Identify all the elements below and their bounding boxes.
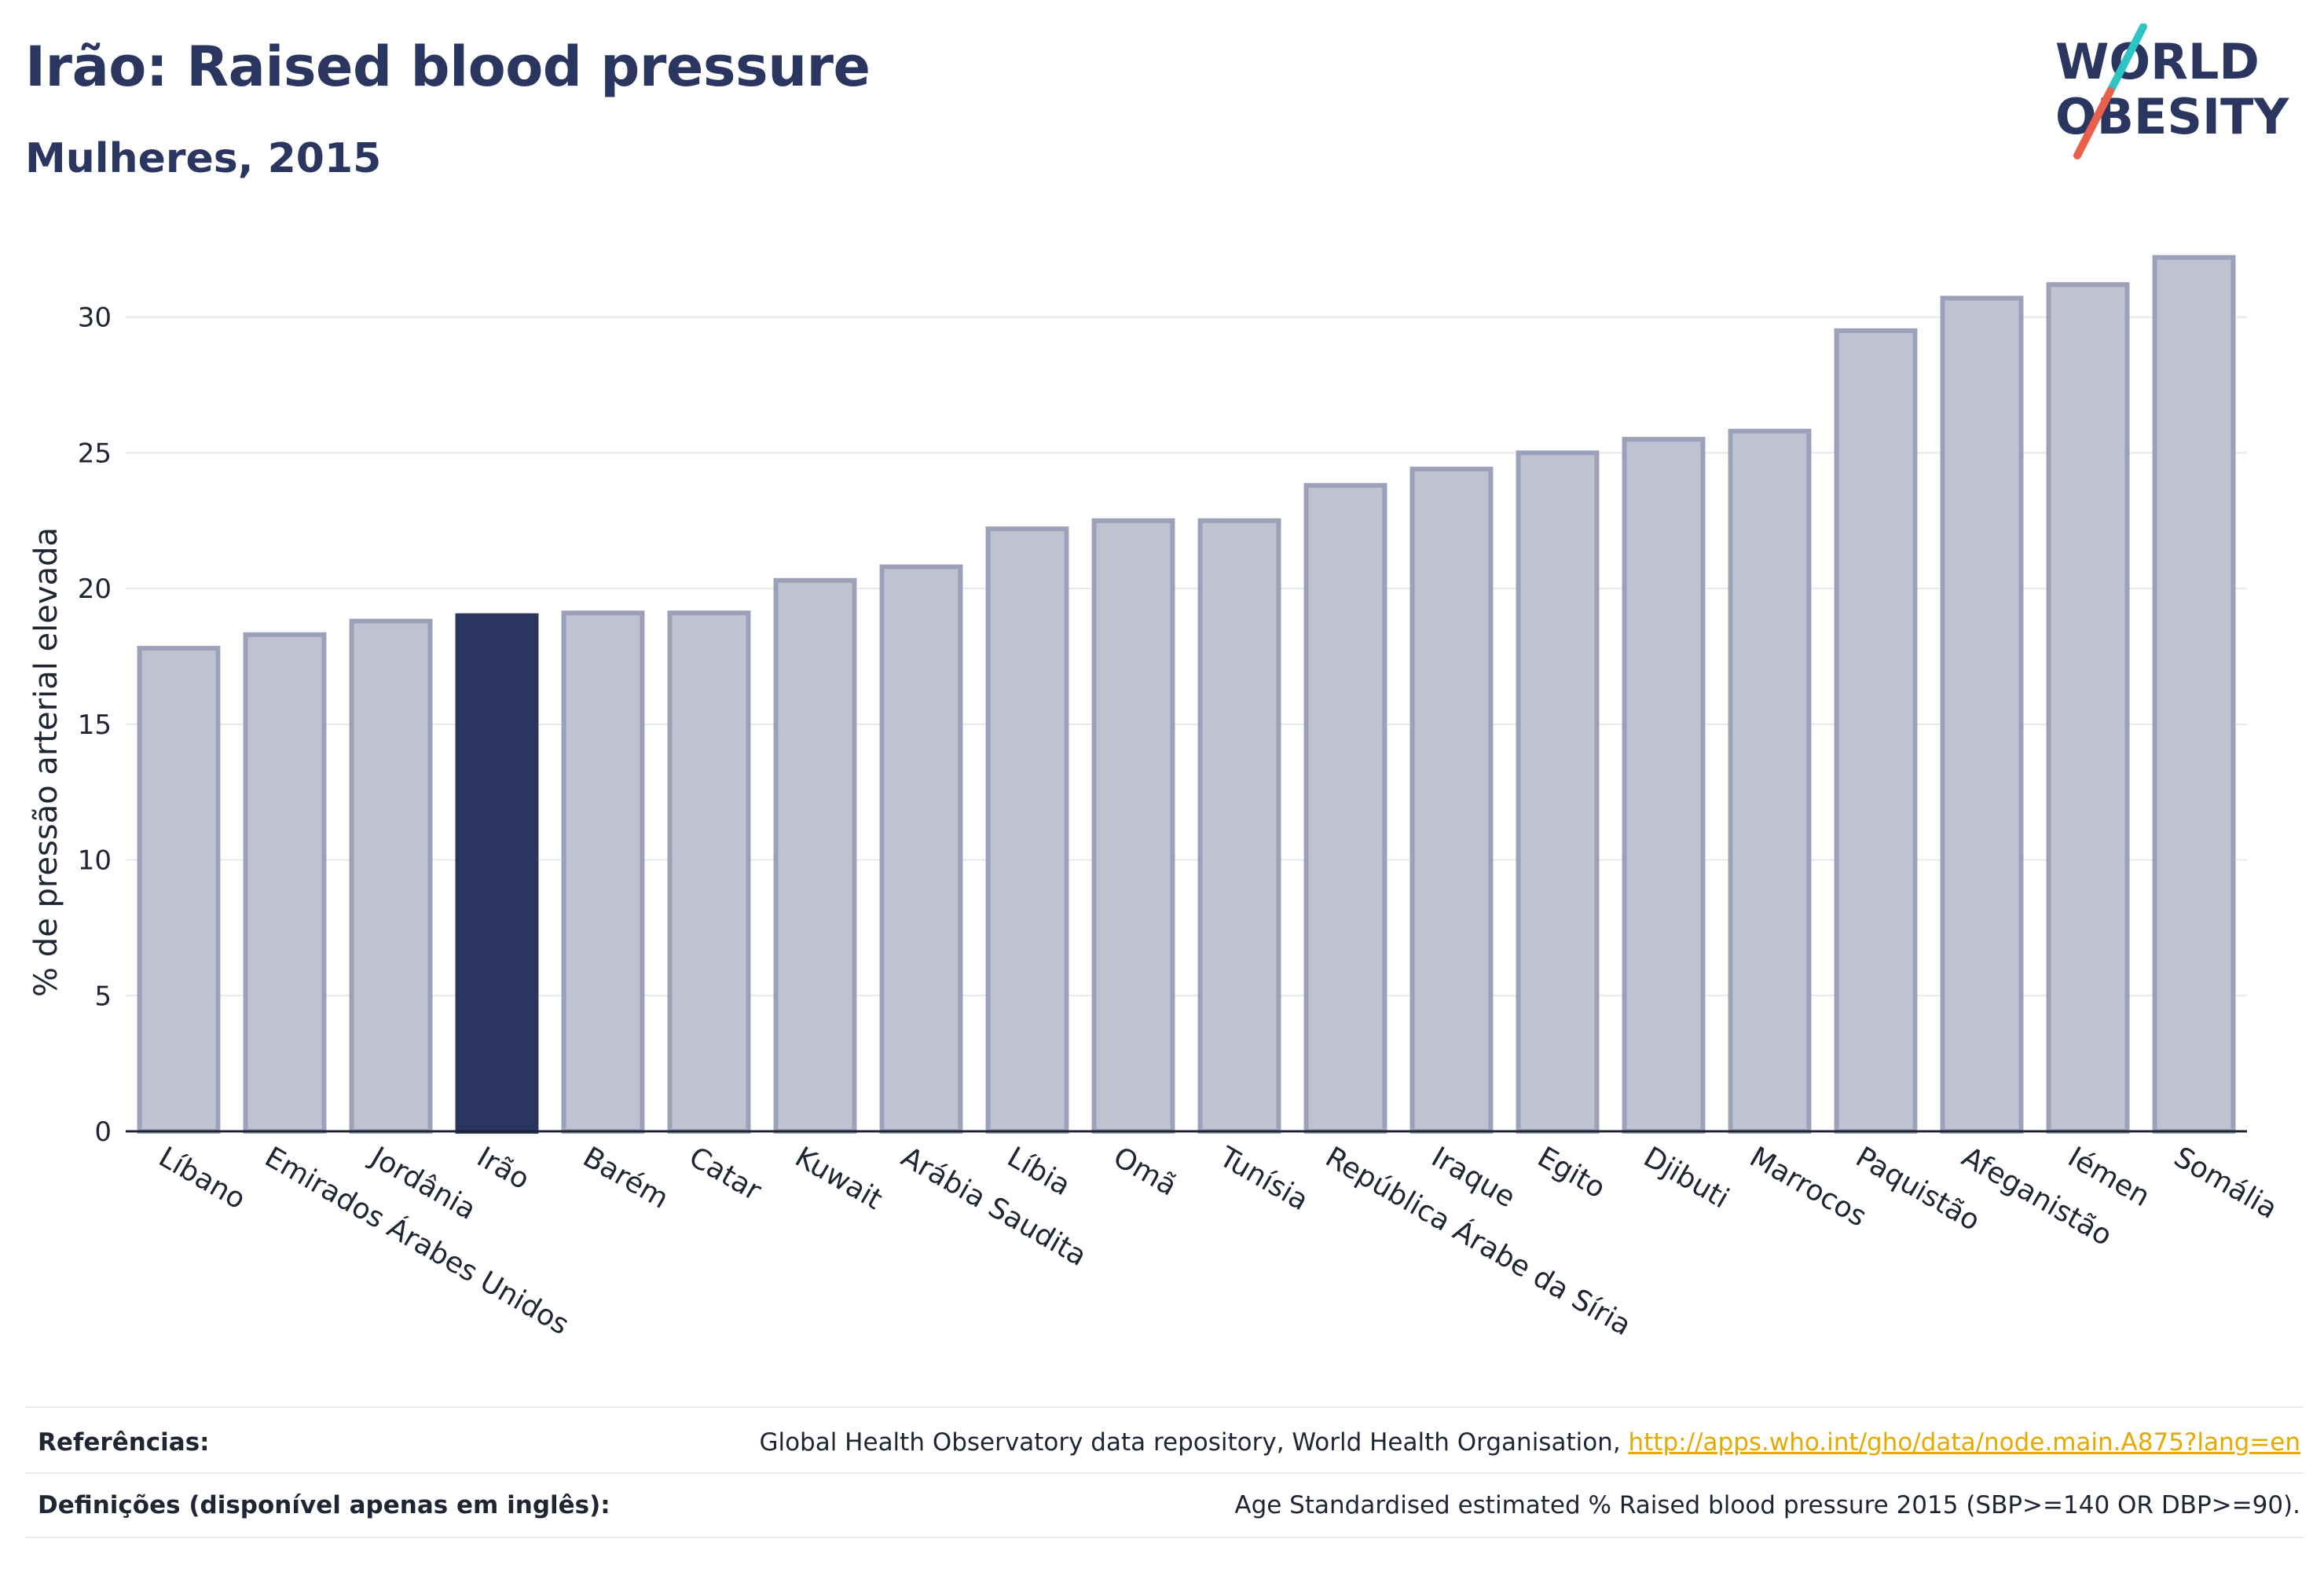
- bar: [667, 610, 751, 1134]
- y-tick-label: 25: [78, 438, 112, 469]
- y-tick-label: 0: [94, 1116, 112, 1148]
- bar: [1091, 518, 1175, 1134]
- y-tick-label: 15: [78, 709, 112, 741]
- references-link[interactable]: http://apps.who.int/gho/data/node.main.A…: [1628, 1428, 2300, 1457]
- bar: [2152, 255, 2236, 1134]
- bar: [1728, 428, 1812, 1134]
- definitions-row: Definições (disponível apenas em inglês)…: [38, 1474, 2300, 1537]
- bar: [349, 618, 433, 1134]
- x-tick-label: Kuwait: [790, 1141, 888, 1216]
- bar: [1834, 328, 1918, 1134]
- page-title: Irão: Raised blood pressure: [25, 35, 871, 99]
- x-tick-label: Marrocos: [1744, 1141, 1871, 1233]
- bar: [137, 646, 221, 1134]
- footer-divider: [25, 1406, 2304, 1408]
- x-tick-label: Barém: [577, 1141, 674, 1215]
- x-tick-label: Catar: [684, 1141, 767, 1208]
- bar: [1516, 450, 1600, 1134]
- x-tick-label: Irão: [471, 1141, 535, 1196]
- bar: [879, 564, 963, 1134]
- logo-line1: WORLD: [2055, 33, 2260, 90]
- bar: [1303, 482, 1387, 1134]
- x-tick-label: Omã: [1108, 1141, 1182, 1202]
- y-tick-label: 5: [94, 980, 112, 1012]
- references-row: Referências: Global Health Observatory d…: [38, 1411, 2300, 1474]
- x-tick-label: Líbia: [1002, 1141, 1076, 1202]
- definitions-label: Definições (disponível apenas em inglês)…: [38, 1491, 610, 1519]
- x-tick-label: Somália: [2168, 1141, 2282, 1226]
- bar: [243, 632, 327, 1134]
- y-axis-label: % de pressão arterial elevada: [28, 527, 64, 997]
- y-tick-label: 20: [78, 574, 112, 605]
- definitions-value: Age Standardised estimated % Raised bloo…: [1234, 1491, 2300, 1519]
- bar: [561, 610, 645, 1134]
- bar: [455, 613, 539, 1134]
- footer-divider: [25, 1472, 2304, 1474]
- bar: [1409, 467, 1494, 1134]
- bar: [1940, 295, 2024, 1134]
- bar: [1197, 518, 1281, 1134]
- references-value: Global Health Observatory data repositor…: [759, 1428, 2300, 1457]
- bar: [2046, 282, 2130, 1134]
- y-tick-label: 10: [78, 845, 112, 877]
- x-tick-label: Tunísia: [1213, 1141, 1314, 1217]
- world-obesity-logo: WORLD OBESITY: [2055, 24, 2289, 159]
- bar: [985, 526, 1069, 1134]
- x-tick-label: Egito: [1532, 1141, 1611, 1204]
- y-tick-label: 30: [78, 302, 112, 334]
- bar: [773, 577, 857, 1134]
- page-subtitle: Mulheres, 2015: [25, 135, 382, 182]
- references-text: Global Health Observatory data repositor…: [759, 1428, 1629, 1457]
- x-tick-label: Líbano: [153, 1141, 251, 1215]
- footer-divider: [25, 1537, 2304, 1538]
- x-tick-label: Arábia Saudita: [896, 1141, 1092, 1273]
- x-tick-label: Djibuti: [1638, 1141, 1734, 1215]
- references-label: Referências:: [38, 1428, 210, 1457]
- bar: [1622, 437, 1706, 1134]
